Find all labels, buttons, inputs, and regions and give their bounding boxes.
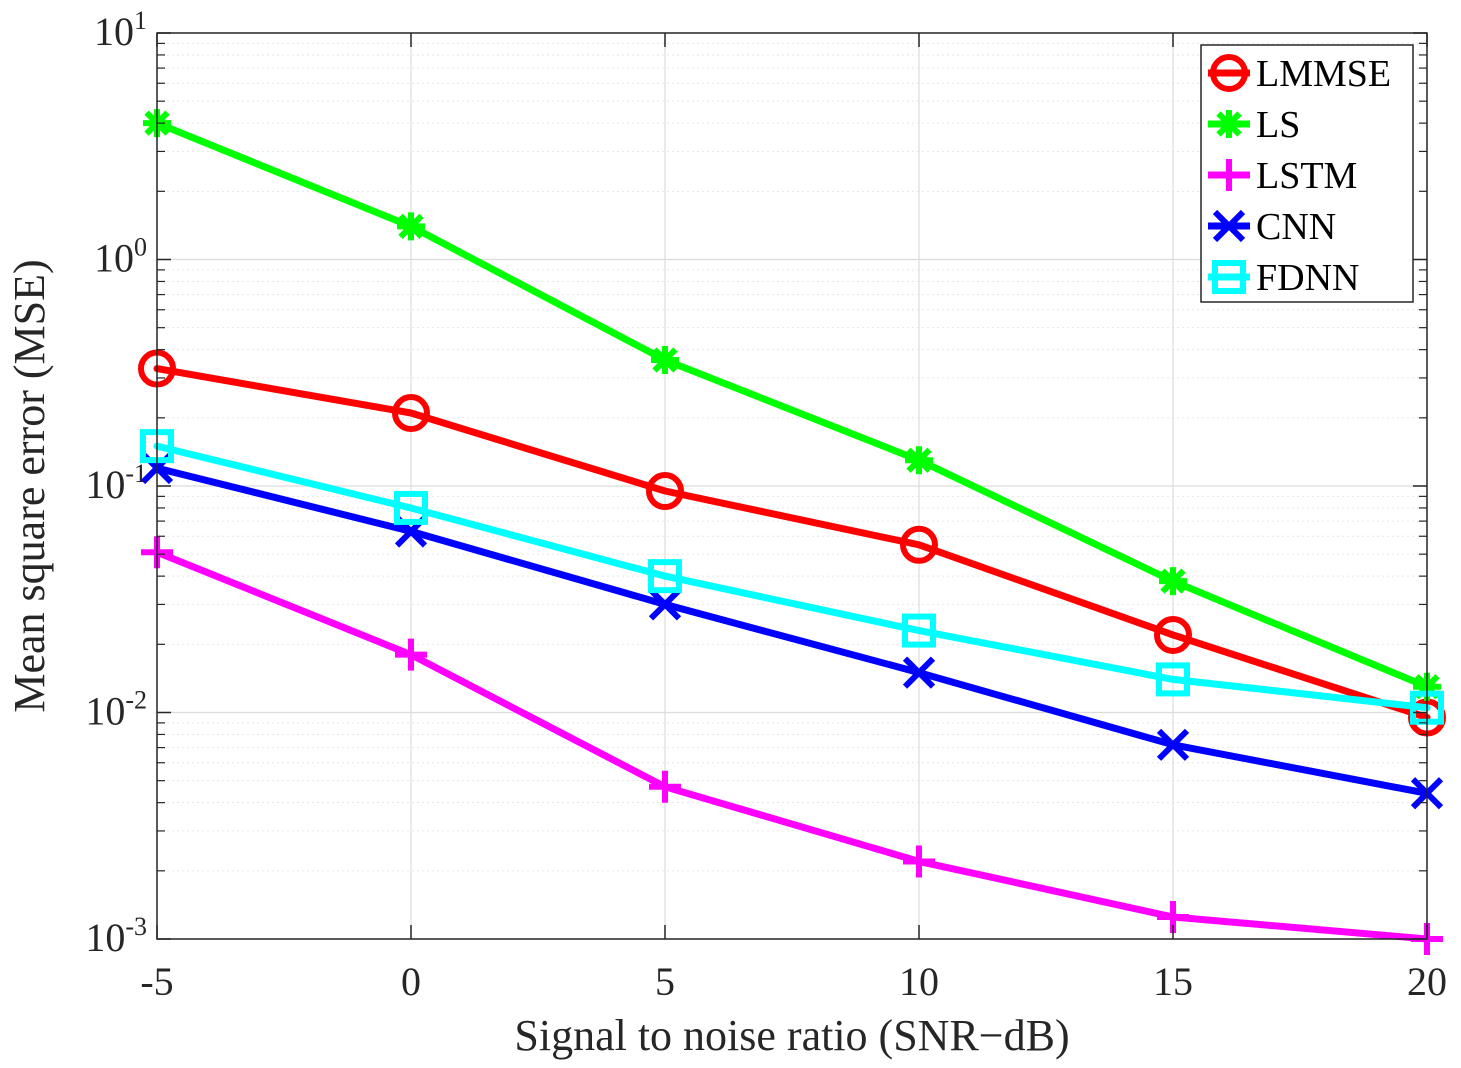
y-tick-label: 10-2 [85,686,147,734]
series-line-fdnn [153,442,1431,712]
x-tick-label: -5 [140,959,173,1004]
y-tick-label: 100 [94,233,147,281]
series-cnn [140,451,1444,810]
data-point-lmmse [900,525,938,564]
legend-marker-lmmse [1210,54,1248,92]
y-tick-label: 10-1 [85,459,147,507]
data-point-fdnn [648,559,682,594]
minor-gridlines [157,42,1427,872]
x-tick-label: 0 [401,959,421,1004]
legend-item-lstm: LSTM [1208,155,1357,197]
y-tick-label: 101 [94,6,147,54]
tick-marks [156,32,1428,940]
series-line-lstm [153,548,1431,943]
legend-marker-cnn [1212,209,1246,243]
legend-item-fdnn: FDNN [1208,257,1359,299]
data-point-ls [1159,567,1187,596]
legend-label-fdnn: FDNN [1256,257,1359,299]
data-point-lstm [903,845,935,878]
legend: LMMSE LS LSTM CNN FDNN [1200,44,1414,303]
series-line-lmmse [153,365,1431,721]
legend-label-ls: LS [1256,104,1300,146]
data-point-cnn [902,656,936,689]
x-axis-label: Signal to noise ratio (SNR−dB) [514,1011,1069,1060]
data-point-lmmse [1154,615,1192,654]
legend-marker-fdnn [1212,260,1246,294]
data-point-ls [651,345,679,374]
legend-label-lstm: LSTM [1256,155,1357,197]
x-tick-label: 10 [899,959,939,1004]
data-point-cnn [1156,728,1190,761]
x-tick-labels: -5 0 5 10 15 20 [140,959,1447,1004]
legend-marker-ls [1215,110,1243,138]
y-tick-label: 10-3 [85,912,147,960]
legend-item-lmmse: LMMSE [1208,53,1391,95]
series-line-cnn [153,464,1431,797]
data-point-fdnn [902,613,936,648]
data-point-lmmse [646,472,684,511]
series-line-ls [153,119,1431,691]
legend-marker-lstm [1213,159,1245,191]
series-lmmse [138,349,1446,737]
data-point-cnn [648,588,682,621]
y-axis-label: Mean square error (MSE) [5,259,54,712]
series-layer [138,109,1446,955]
data-point-ls [905,446,933,475]
y-tick-labels: 10-3 10-2 10-1 100 101 [85,6,147,960]
data-point-lstm [395,638,427,671]
data-point-ls [397,212,425,241]
data-point-lmmse [392,394,430,433]
x-tick-label: 15 [1153,959,1193,1004]
legend-label-lmmse: LMMSE [1256,53,1391,95]
legend-item-ls: LS [1208,104,1300,146]
data-point-fdnn [394,490,428,525]
x-tick-label: 5 [655,959,675,1004]
legend-label-cnn: CNN [1256,206,1336,248]
x-tick-label: 20 [1407,959,1447,1004]
legend-item-cnn: CNN [1208,206,1336,248]
data-point-lstm [649,770,681,803]
data-point-fdnn [1156,662,1190,697]
